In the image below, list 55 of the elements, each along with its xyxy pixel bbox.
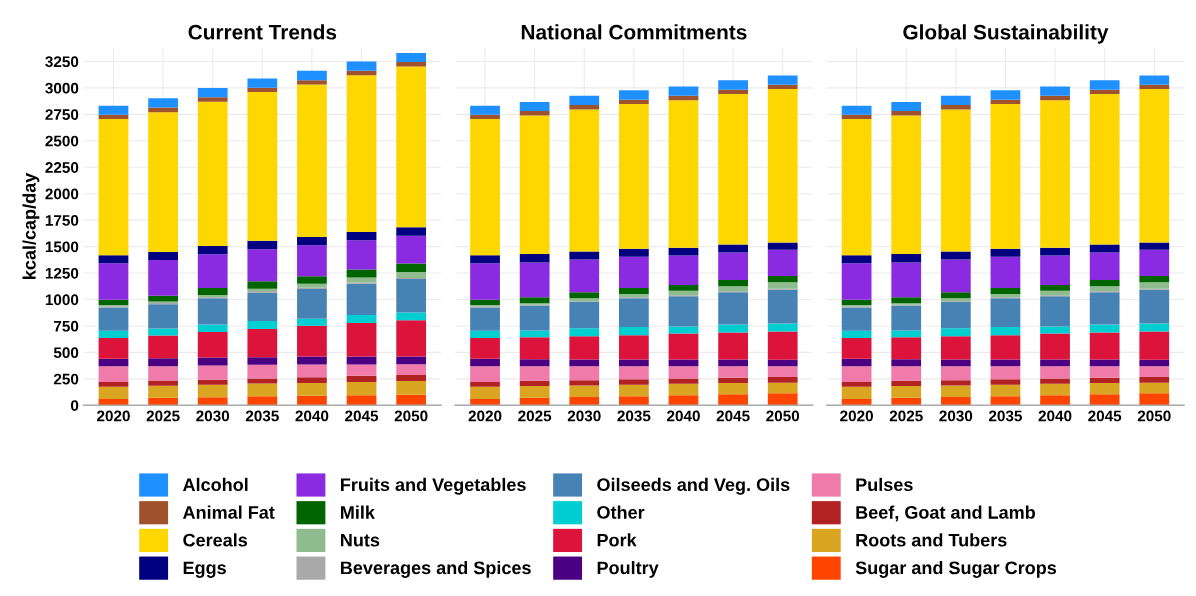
x-tick-label: 2040 — [295, 410, 329, 422]
legend-label: Alcohol — [182, 477, 248, 492]
legend-label: Animal Fat — [182, 505, 275, 519]
x-tick-label: 2050 — [394, 410, 428, 422]
y-tick-label: 2000 — [45, 188, 79, 200]
legend-label: Nuts — [341, 533, 380, 547]
y-tick-label: 2250 — [45, 162, 79, 173]
legend-label: Eggs — [183, 561, 226, 578]
x-tick-label: 2030 — [939, 410, 973, 422]
x-tick-label: 2020 — [468, 410, 502, 422]
y-tick-label: 1750 — [45, 215, 79, 226]
x-tick-label: 2025 — [146, 410, 180, 422]
legend-label: Pork — [597, 533, 637, 547]
legend-label: Pulses — [856, 477, 913, 492]
chart-title: Current Trends — [188, 24, 337, 40]
x-tick-label: 2045 — [716, 410, 750, 422]
y-tick-label: 750 — [54, 320, 79, 332]
legend-label: Other — [597, 505, 645, 519]
legend-label: Milk — [341, 505, 375, 519]
legend-label: Beverages and Spices — [341, 560, 531, 578]
y-axis-title: kcal/cap/day — [22, 172, 40, 279]
y-tick-label: 3250 — [45, 56, 79, 68]
chart-title: Global Sustainability — [903, 24, 1109, 44]
x-tick-label: 2040 — [667, 410, 700, 422]
x-tick-label: 2030 — [196, 410, 230, 422]
y-tick-label: 2750 — [45, 109, 79, 121]
x-tick-label: 2045 — [1088, 410, 1122, 422]
x-tick-label: 2020 — [97, 410, 130, 422]
y-tick-label: 500 — [53, 347, 79, 359]
x-tick-label: 2050 — [1137, 410, 1171, 422]
chart-title: National Commitments — [521, 24, 747, 40]
legend-label: Beef, Goat and Lamb — [856, 505, 1035, 522]
legend-label: Fruits and Vegetables — [341, 477, 526, 495]
x-tick-label: 2035 — [988, 410, 1023, 422]
legend-label: Poultry — [597, 560, 659, 578]
legend-label: Cereals — [183, 533, 248, 547]
x-tick-label: 2025 — [518, 410, 552, 422]
x-tick-label: 2020 — [840, 410, 873, 422]
x-tick-label: 2035 — [617, 410, 651, 422]
legend-label: Sugar and Sugar Crops — [855, 560, 1057, 578]
x-tick-label: 2050 — [766, 410, 800, 422]
x-tick-label: 2045 — [345, 410, 379, 422]
y-tick-label: 1500 — [45, 241, 79, 253]
legend-label: Roots and Tubers — [856, 533, 1007, 547]
y-tick-label: 0 — [70, 400, 79, 411]
y-tick-label: 3000 — [45, 82, 79, 94]
x-tick-label: 2035 — [245, 410, 279, 422]
x-tick-label: 2025 — [889, 410, 923, 422]
y-tick-label: 1000 — [45, 294, 79, 306]
y-tick-label: 2500 — [45, 135, 79, 147]
y-tick-label: 250 — [53, 373, 79, 385]
x-tick-label: 2040 — [1038, 410, 1072, 422]
y-tick-label: 1250 — [45, 267, 79, 279]
x-tick-label: 2030 — [567, 410, 601, 422]
legend-label: Oilseeds and Veg. Oils — [597, 477, 790, 495]
